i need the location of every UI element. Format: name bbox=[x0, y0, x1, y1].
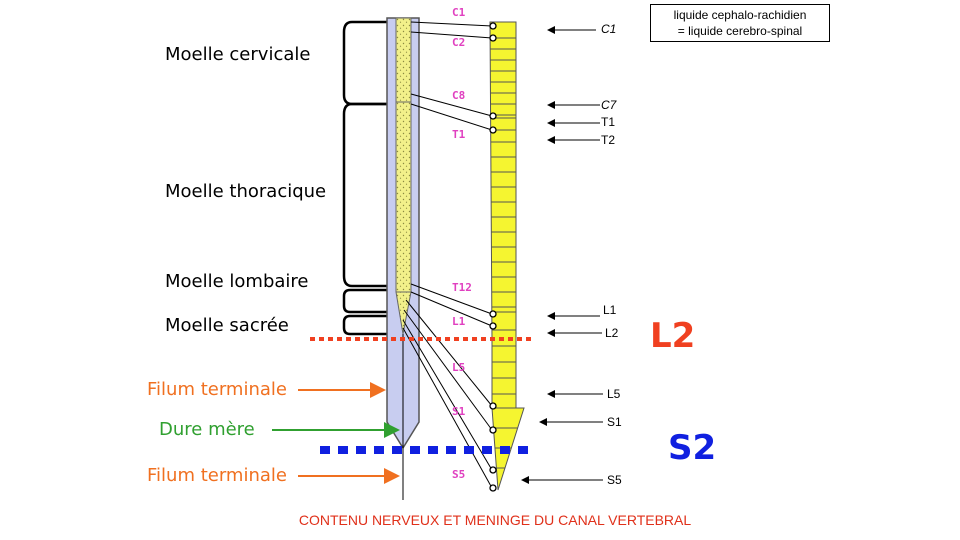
foramen-dots bbox=[489, 22, 497, 492]
filum-terminale-upper-label: Filum terminale bbox=[147, 379, 287, 400]
cervical-label: Moelle cervicale bbox=[165, 44, 311, 65]
filum-terminale-lower-label: Filum terminale bbox=[147, 465, 287, 486]
vertebra-t1-label: T1 bbox=[601, 115, 616, 129]
dure-mere-label: Dure mère bbox=[159, 419, 255, 440]
vertebra-c7-label: C7 bbox=[601, 98, 617, 112]
vertebra-s5-label: S5 bbox=[607, 473, 622, 487]
segment-l1-label: L1 bbox=[452, 315, 466, 328]
sacral-label: Moelle sacrée bbox=[165, 315, 289, 336]
diagram-caption: CONTENU NERVEUX ET MENINGE DU CANAL VERT… bbox=[298, 512, 692, 528]
vertebra-l2-label: L2 bbox=[605, 326, 619, 340]
legend-line-2: = liquide cerebro-spinal bbox=[677, 24, 803, 38]
vertebra-arrows bbox=[521, 26, 603, 484]
vertebra-t2-label: T2 bbox=[601, 133, 616, 147]
thoracic-brace bbox=[342, 102, 388, 288]
sacral-brace bbox=[342, 314, 388, 336]
segment-t12-label: T12 bbox=[452, 281, 472, 294]
segment-c2-label: C2 bbox=[452, 36, 466, 49]
l2-level-label: L2 bbox=[650, 316, 696, 356]
segment-s1-label: S1 bbox=[452, 405, 466, 418]
vertebral-body bbox=[489, 21, 525, 491]
cervical-brace bbox=[342, 20, 388, 106]
vertebra-l5-label: L5 bbox=[607, 387, 621, 401]
vertebral-column bbox=[489, 21, 525, 491]
lumbar-brace bbox=[342, 288, 388, 314]
segment-c1-label: C1 bbox=[452, 6, 466, 19]
legend-line-1: liquide cephalo-rachidien bbox=[673, 8, 807, 22]
segment-s5-label: S5 bbox=[452, 468, 466, 481]
vertebra-c1-label: C1 bbox=[601, 22, 617, 36]
nerve-roots bbox=[402, 21, 493, 489]
segment-t1-label: T1 bbox=[452, 128, 466, 141]
lumbar-label: Moelle lombaire bbox=[165, 271, 309, 292]
segment-c8-label: C8 bbox=[452, 89, 466, 102]
s2-level-label: S2 bbox=[668, 428, 717, 468]
vertebra-s1-label: S1 bbox=[607, 415, 622, 429]
vertebra-l1-label: L1 bbox=[603, 303, 617, 317]
spinal-cord bbox=[395, 17, 412, 335]
csf-legend-box: liquide cephalo-rachidien = liquide cere… bbox=[650, 4, 830, 42]
thoracic-label: Moelle thoracique bbox=[165, 181, 327, 202]
segment-l5-label: L5 bbox=[452, 361, 466, 374]
